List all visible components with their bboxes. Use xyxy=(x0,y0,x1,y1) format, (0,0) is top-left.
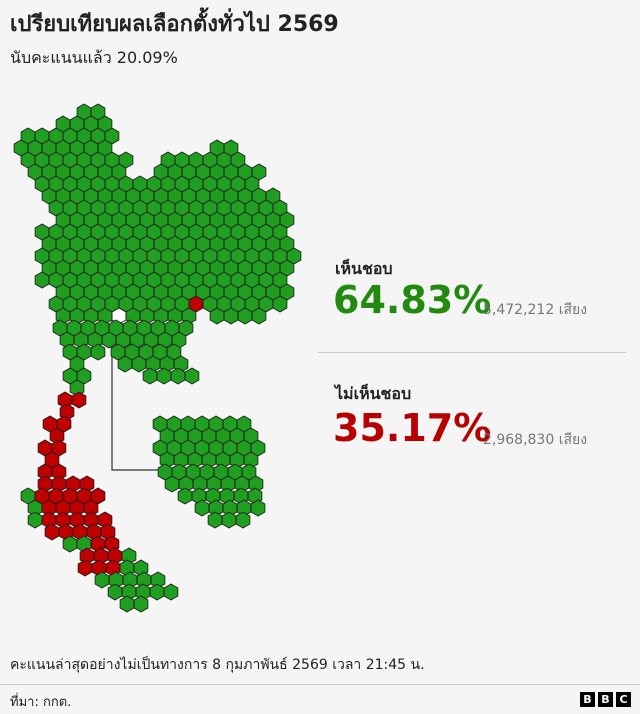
constituency-hex xyxy=(194,499,210,517)
divider xyxy=(318,352,626,353)
constituency-hex xyxy=(107,583,123,601)
logo: B B C xyxy=(580,692,631,707)
constituency-hex xyxy=(237,307,253,325)
logo-letter: B xyxy=(598,692,613,707)
constituency-hex xyxy=(164,475,180,493)
constituency-hex xyxy=(163,583,179,601)
constituency-hex xyxy=(117,355,133,373)
constituency-hex xyxy=(71,391,87,409)
logo-letter: B xyxy=(580,692,595,707)
result-votes: 5,472,212 เสียง xyxy=(483,302,588,318)
constituency-hex xyxy=(251,307,267,325)
constituency-hex xyxy=(272,295,288,313)
source: ที่มา: กกต. xyxy=(10,695,72,710)
footer-rule xyxy=(0,684,640,685)
constituency-hex xyxy=(133,595,149,613)
title: เปรียบเทียบผลเลือกตั้งทั่วไป 2569 xyxy=(10,12,339,37)
constituency-hex xyxy=(207,511,223,529)
constituency-hex xyxy=(90,343,106,361)
constituency-hex xyxy=(94,571,110,589)
constituency-hex xyxy=(177,487,193,505)
constituency-hex xyxy=(34,271,50,289)
connector xyxy=(111,320,160,471)
constituency-hex xyxy=(209,307,225,325)
constituency-hex xyxy=(131,355,147,373)
constituency-hex xyxy=(119,595,135,613)
constituency-hex xyxy=(62,535,78,553)
result-percent: 35.17% xyxy=(333,406,492,450)
constituency-hex xyxy=(142,367,158,385)
logo-letter: C xyxy=(616,692,631,707)
constituency-hex xyxy=(170,367,186,385)
constituency-hex xyxy=(149,583,165,601)
constituency-hex xyxy=(235,511,251,529)
constituency-hex xyxy=(223,307,239,325)
constituency-hex xyxy=(44,523,60,541)
constituency-hex xyxy=(184,367,200,385)
constituency-hex xyxy=(221,511,237,529)
result-percent: 64.83% xyxy=(333,278,492,322)
constituency-hex xyxy=(27,511,43,529)
constituency-hex xyxy=(250,499,266,517)
constituency-hex xyxy=(156,367,172,385)
result-votes: 2,968,830 เสียง xyxy=(483,432,588,448)
result-label: ไม่เห็นชอบ xyxy=(335,384,412,403)
constituency-hex xyxy=(101,331,117,349)
result-label: เห็นชอบ xyxy=(335,259,393,278)
subtitle: นับคะแนนแล้ว 20.09% xyxy=(10,48,178,67)
footnote: คะแนนล่าสุดอย่างไม่เป็นทางการ 8 กุมภาพัน… xyxy=(10,657,425,673)
constituency-hex xyxy=(77,559,93,577)
